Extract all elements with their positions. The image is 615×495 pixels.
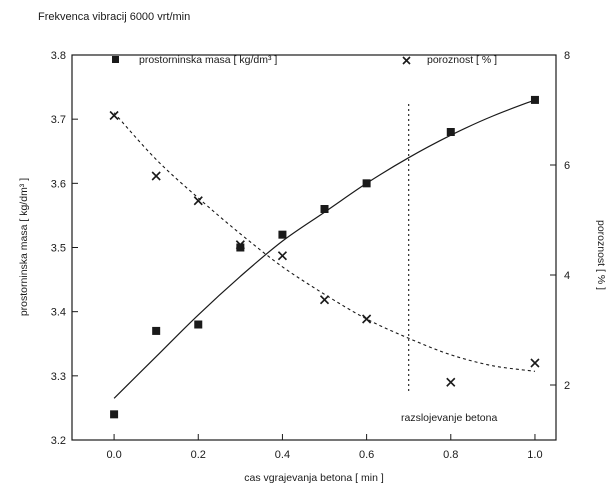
y-left-tick-label: 3.3: [51, 371, 66, 383]
y-right-tick-label: 2: [564, 380, 570, 392]
x-axis: 0.0 0.2 0.4 0.6 0.8 1.0: [106, 434, 543, 461]
y-left-tick-label: 3.2: [51, 435, 66, 447]
fit-curves: [113, 99, 536, 399]
legend-label-density: prostorninska masa [ kg/dm³ ]: [139, 54, 277, 66]
porosity-point: [193, 196, 203, 206]
x-axis-label: cas vgrajevanja betona [ min ]: [244, 472, 384, 484]
porosity-fit-line: [113, 112, 536, 372]
density-point: [362, 179, 371, 188]
density-point: [530, 95, 539, 104]
porosity-point: [277, 251, 288, 261]
y-right-tick-label: 6: [564, 160, 570, 172]
y-right-tick-label: 8: [564, 50, 570, 62]
density-point: [446, 128, 455, 136]
data-points: [109, 95, 540, 419]
y-axis-left: 3.2 3.3 3.4 3.5 3.6 3.7 3.8: [51, 50, 78, 447]
density-point: [236, 243, 245, 252]
y-left-tick-label: 3.6: [51, 178, 66, 190]
annotations: razslojevanje betona: [401, 104, 497, 424]
x-tick-label: 0.4: [275, 449, 290, 461]
x-tick-label: 0.2: [191, 449, 206, 461]
porosity-point: [446, 377, 456, 387]
y-left-tick-label: 3.5: [51, 243, 66, 255]
porosity-point: [319, 295, 330, 305]
y-axis-right-label: poroznost [ % ]: [595, 220, 607, 290]
porosity-point: [530, 358, 540, 368]
y-left-tick-label: 3.7: [51, 114, 66, 126]
x-tick-label: 0.8: [443, 449, 458, 461]
density-point: [110, 410, 119, 419]
density-point: [194, 320, 203, 329]
plot-frame: [71, 54, 557, 441]
y-left-tick-label: 3.8: [51, 50, 66, 62]
y-axis-left-label: prostorninska masa [ kg/dm³ ]: [18, 178, 30, 316]
legend-x-marker: [402, 56, 411, 65]
x-tick-label: 1.0: [527, 449, 542, 461]
y-axis-right: 2 4 6 8: [550, 50, 570, 392]
porosity-point: [235, 240, 245, 250]
y-left-tick-label: 3.4: [51, 307, 66, 319]
density-point: [152, 326, 161, 335]
density-point: [278, 230, 287, 239]
annotation-label: razslojevanje betona: [401, 412, 497, 424]
density-point: [320, 205, 329, 213]
x-tick-label: 0.6: [359, 449, 374, 461]
x-tick-label: 0.0: [106, 449, 121, 461]
chart-title: Frekvenca vibracij 6000 vrt/min: [38, 11, 190, 23]
legend-label-porosity: poroznost [ % ]: [427, 54, 497, 66]
porosity-point: [151, 171, 161, 181]
y-right-tick-label: 4: [564, 270, 570, 282]
legend-square-marker: [112, 56, 119, 63]
legend: prostorninska masa [ kg/dm³ ] poroznost …: [112, 54, 497, 66]
porosity-point: [362, 314, 372, 324]
density-fit-line: [113, 99, 536, 399]
porosity-point: [109, 110, 119, 121]
